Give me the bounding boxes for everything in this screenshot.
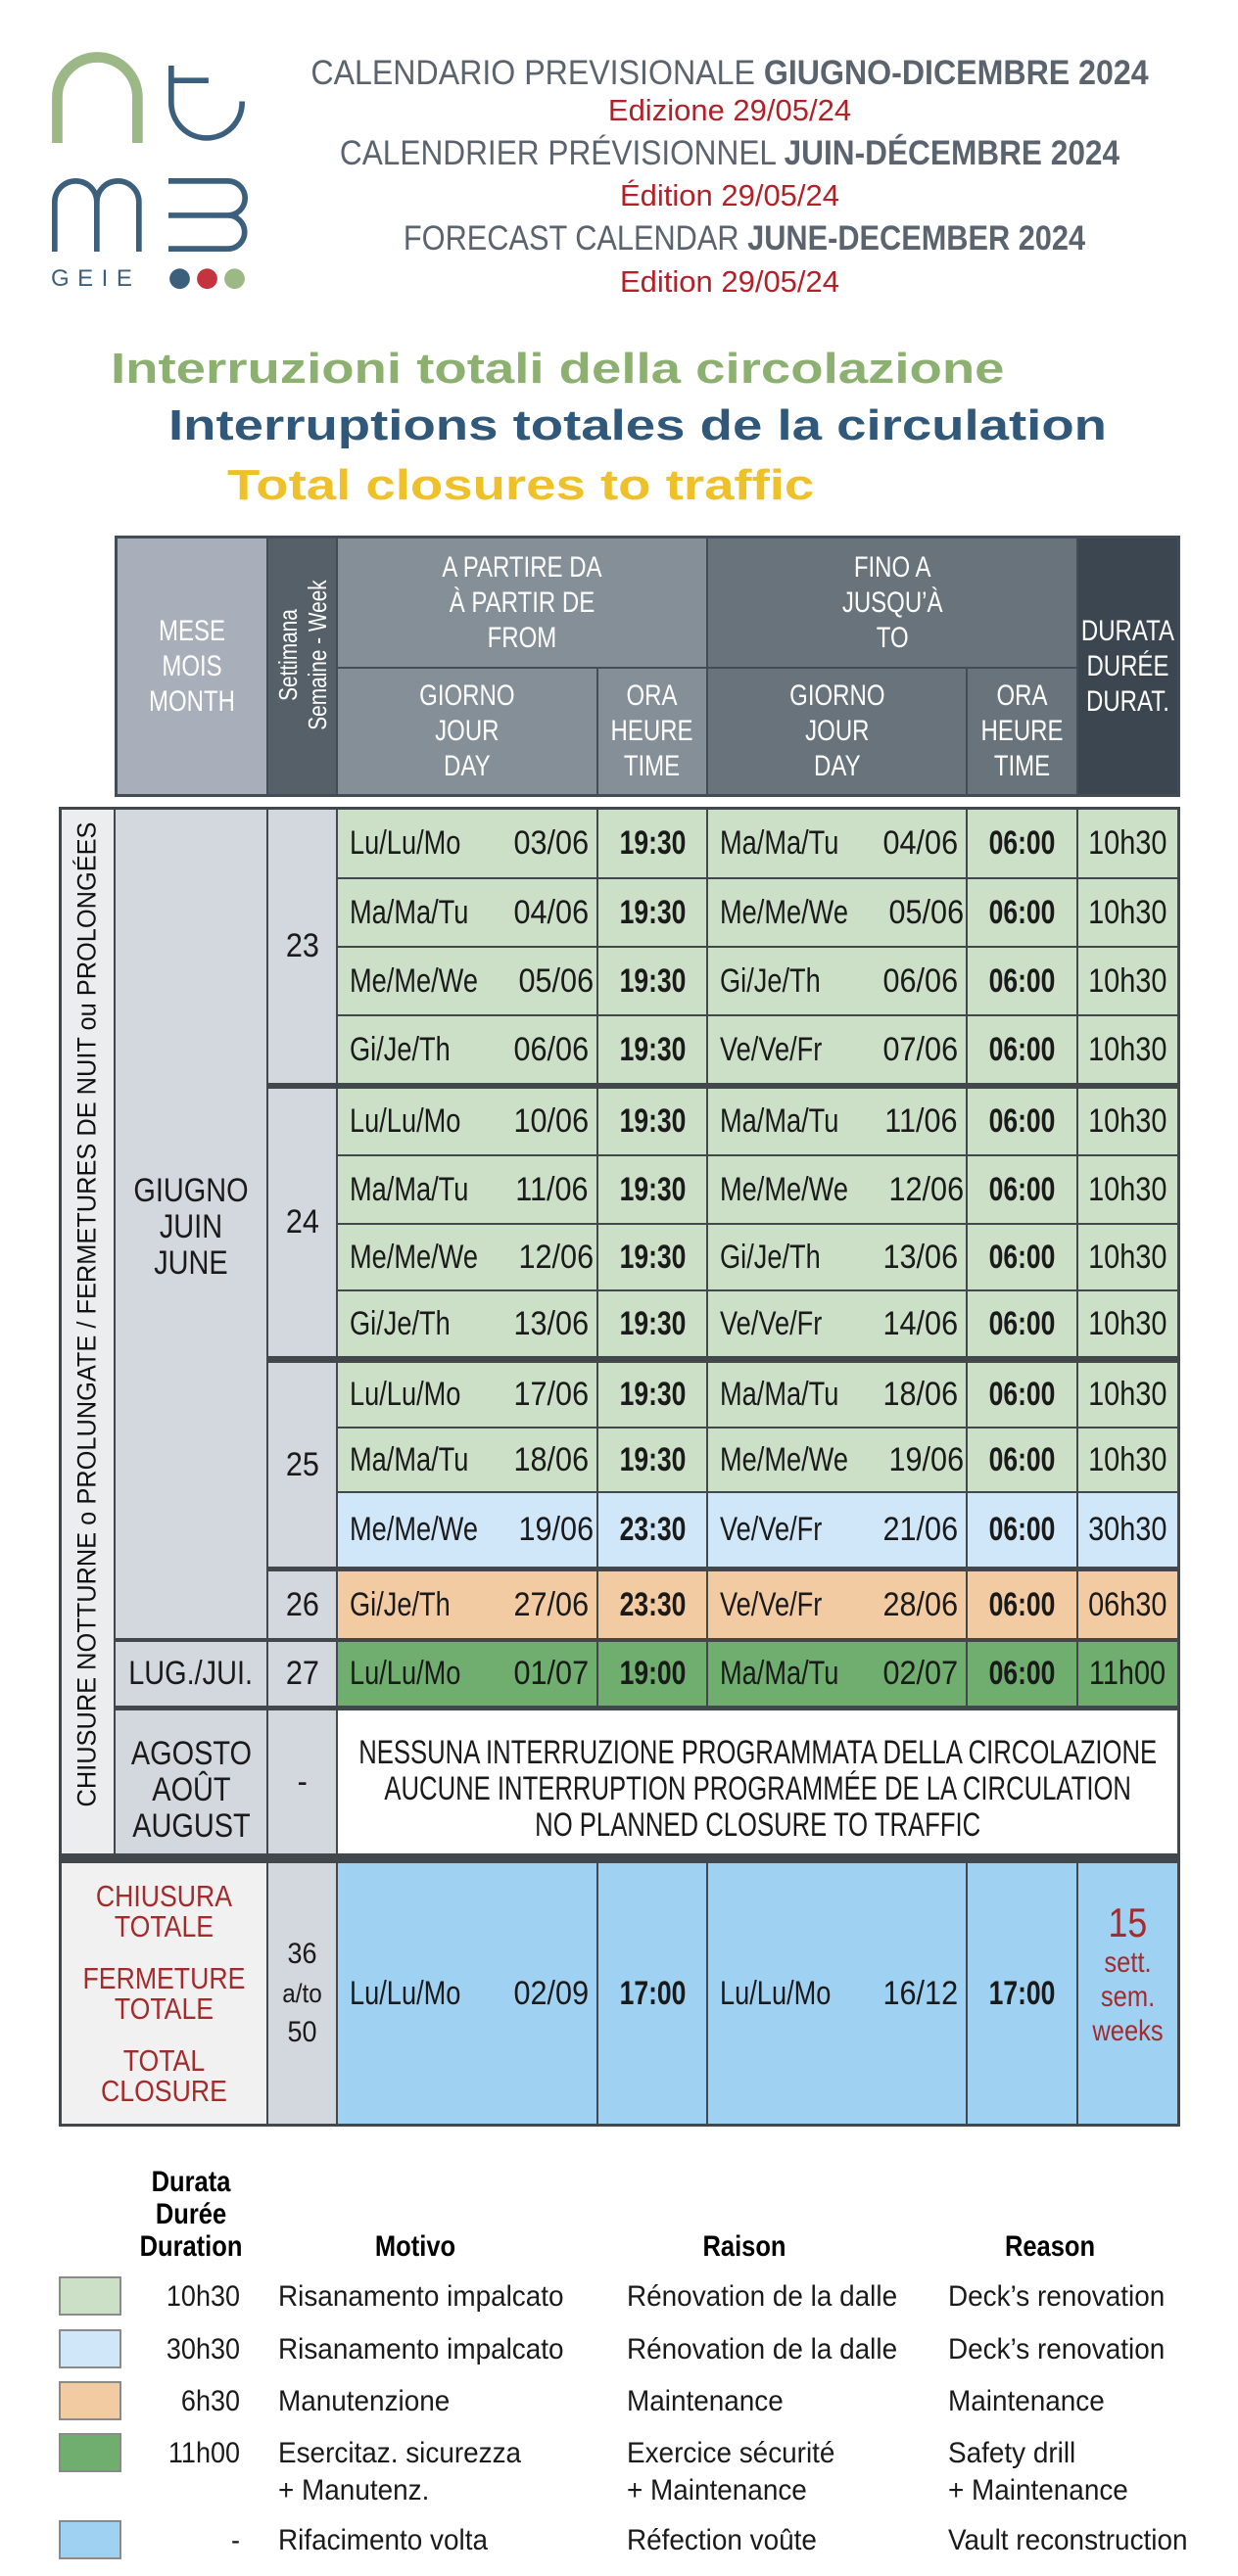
svg-text:GEIE: GEIE [51,265,140,292]
